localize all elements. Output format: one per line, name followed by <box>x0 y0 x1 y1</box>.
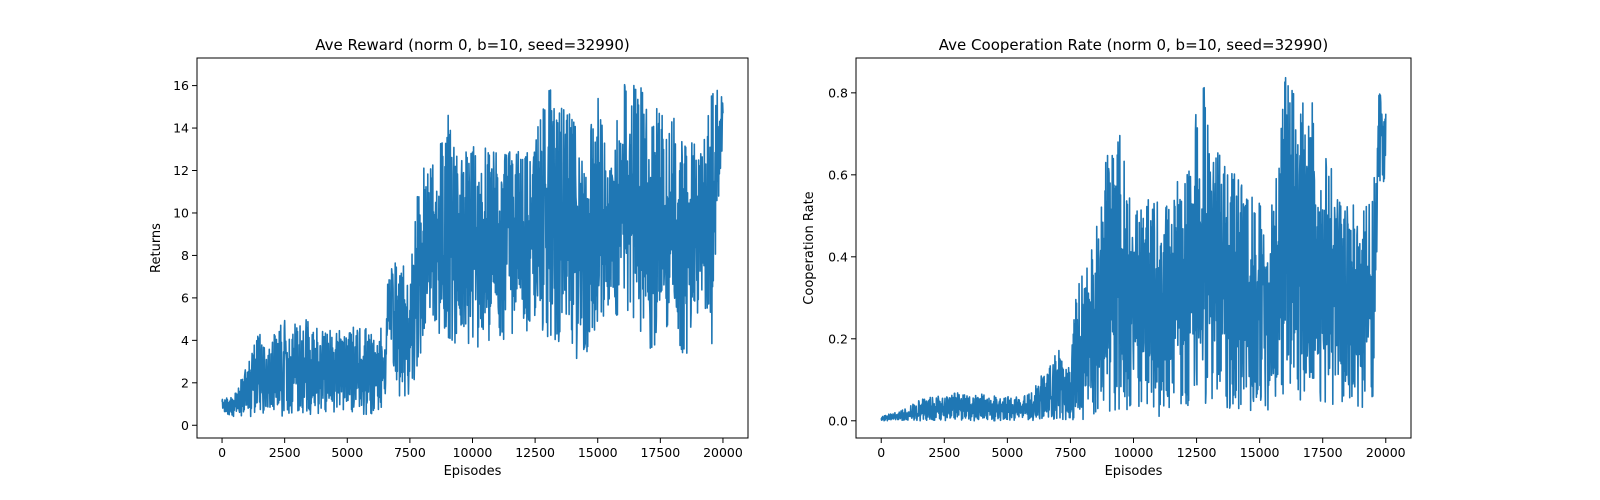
y-tick-label: 0.4 <box>828 249 848 264</box>
x-axis-label: Episodes <box>1105 464 1163 479</box>
y-tick-label: 0.2 <box>828 331 848 346</box>
x-tick-label: 10000 <box>453 445 493 460</box>
y-tick-label: 12 <box>173 163 189 178</box>
x-tick-label: 12500 <box>515 445 555 460</box>
x-tick-label: 20000 <box>1366 445 1406 460</box>
y-tick-label: 0 <box>181 418 189 433</box>
x-tick-label: 17500 <box>1303 445 1343 460</box>
chart-title: Ave Reward (norm 0, b=10, seed=32990) <box>315 36 629 54</box>
y-axis-label: Returns <box>149 223 164 273</box>
x-tick-label: 20000 <box>703 445 743 460</box>
x-tick-label: 0 <box>877 445 885 460</box>
x-tick-label: 2500 <box>928 445 960 460</box>
y-axis-label: Cooperation Rate <box>802 191 817 304</box>
chart-title: Ave Cooperation Rate (norm 0, b=10, seed… <box>939 36 1328 54</box>
x-tick-label: 17500 <box>640 445 680 460</box>
y-tick-label: 0.8 <box>828 85 848 100</box>
x-tick-label: 15000 <box>1240 445 1280 460</box>
x-tick-label: 10000 <box>1114 445 1154 460</box>
x-tick-label: 7500 <box>394 445 426 460</box>
x-tick-label: 5000 <box>991 445 1023 460</box>
y-tick-label: 0.6 <box>828 167 848 182</box>
x-tick-label: 2500 <box>269 445 301 460</box>
ticks: 0 2500 5000 7500 10000 12500 15000 17500 20000 0 2… <box>173 78 743 460</box>
x-tick-label: 0 <box>218 445 226 460</box>
y-tick-label: 8 <box>181 248 189 263</box>
series-line <box>221 83 724 418</box>
series-area <box>880 76 1387 422</box>
y-tick-label: 10 <box>173 205 189 220</box>
x-tick-label: 15000 <box>578 445 618 460</box>
series-area <box>221 83 724 418</box>
plot-frame <box>196 57 749 439</box>
ticks: 0 2500 5000 7500 10000 12500 15000 17500 20000 0.… <box>828 85 1406 460</box>
series-line <box>880 76 1387 422</box>
y-tick-label: 0.0 <box>828 413 848 428</box>
y-tick-label: 2 <box>181 375 189 390</box>
y-tick-label: 6 <box>181 290 189 305</box>
x-tick-label: 12500 <box>1177 445 1217 460</box>
reward-chart: Ave Reward (norm 0, b=10, seed=32990) Ep… <box>149 36 749 479</box>
cooperation-chart: Ave Cooperation Rate (norm 0, b=10, seed… <box>802 36 1412 479</box>
y-tick-label: 14 <box>173 121 189 136</box>
y-tick-label: 16 <box>173 78 189 93</box>
x-axis-label: Episodes <box>444 464 502 479</box>
plot-frame <box>855 57 1412 439</box>
x-tick-label: 7500 <box>1055 445 1087 460</box>
x-tick-label: 5000 <box>331 445 363 460</box>
y-tick-label: 4 <box>181 333 189 348</box>
